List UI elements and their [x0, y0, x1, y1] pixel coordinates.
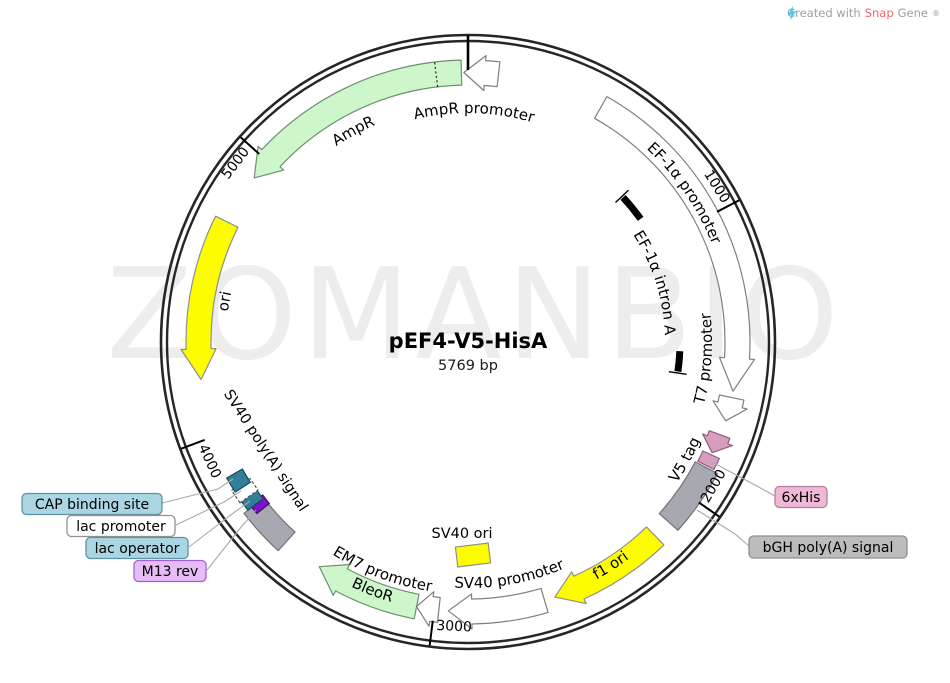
callout-lac-promoter: lac promoter [66, 490, 242, 538]
6xhis-leader-line [711, 461, 776, 497]
tick-mark [698, 501, 720, 518]
bgh-poly-a-signal-label-text: bGH poly(A) signal [763, 540, 894, 556]
feature-6xhis [697, 450, 721, 471]
ori-label: ori [214, 290, 235, 313]
feature-ef-1a-promoter: EF-1α promoter [594, 96, 756, 392]
feature-sv40-ori: SV40 ori [431, 526, 493, 568]
ef-1a-intron-a-label: EF-1α intron A [630, 227, 679, 336]
ampr-promoter-arrow [463, 55, 501, 92]
6xhis-label-box [774, 485, 828, 509]
lac-promoter-block [230, 477, 259, 504]
cap-binding-site-block [225, 468, 252, 493]
cap-binding-site-leader-line [161, 478, 234, 504]
lac-operator-label-box [85, 536, 189, 560]
feature-ef-1a-intron-a: EF-1α intron A [615, 189, 687, 375]
credit-registered-mark: ® [932, 8, 940, 18]
feature-m13-rev [249, 494, 271, 515]
callout-cap-binding-site: CAP binding site [21, 478, 234, 516]
ef-1a-promoter-arrow [594, 96, 756, 392]
callouts-layer: 6xHis bGH poly(A) signal CAP binding site l… [21, 461, 908, 583]
plasmid-title: pEF4-V5-HisA [389, 329, 548, 353]
plasmid-size-label: 5769 bp [438, 358, 498, 374]
tick-5000: 5000 [219, 136, 260, 182]
cap-binding-site-label-box [21, 492, 163, 516]
tick-mark [180, 439, 205, 450]
ef-1a-intron-a-bar [674, 351, 684, 372]
callout-bgh-poly-a-signal: bGH poly(A) signal [696, 509, 908, 559]
tick-label: 5000 [219, 144, 253, 182]
ampr-promoter-label: AmpR promoter [412, 99, 538, 126]
feature-ori: ori [180, 215, 239, 381]
em7-promoter-arrow [416, 591, 441, 627]
feature-lac-promoter [230, 477, 259, 504]
lac-operator-label-text: lac operator [95, 541, 180, 557]
sv40-ori-box [454, 542, 492, 568]
t7-promoter-arrow [712, 394, 748, 422]
bgh-poly-a-signal-block [658, 461, 719, 532]
v5-tag-arrow [702, 430, 733, 454]
lac-promoter-leader-line [175, 490, 242, 526]
ori-arrow [180, 215, 239, 381]
bgh-poly-a-signal-label-box [748, 535, 908, 559]
snapgene-logo-icon [788, 6, 797, 21]
t7-promoter-label: T7 promoter [690, 311, 716, 407]
bleor-arrow [318, 563, 420, 620]
credit-line: Created with Snap Gene ® [787, 6, 940, 21]
tick-mark [428, 620, 434, 646]
lac-operator-leader-line [188, 500, 251, 548]
lac-promoter-label-text: lac promoter [76, 519, 166, 535]
sv40-ori-label: SV40 ori [431, 526, 492, 542]
credit-brand-snap: Snap [864, 6, 894, 20]
tick-label: 3000 [436, 618, 472, 636]
tick-3000: 3000 [428, 618, 472, 646]
m13-rev-leader-line [206, 509, 257, 571]
credit-prefix: Created with [787, 6, 861, 20]
lac-promoter-label-box [66, 514, 176, 538]
m13-rev-label-text: M13 rev [142, 564, 199, 580]
m13-rev-label-box [133, 559, 207, 583]
feature-cap-binding-site [225, 468, 252, 493]
cap-binding-site-label-text: CAP binding site [35, 497, 149, 513]
ef-1a-intron-a-bar [620, 195, 644, 221]
callout-m13-rev: M13 rev [133, 509, 257, 583]
ef-1a-intron-a-end-tick [615, 189, 630, 204]
f1-ori-arrow [554, 526, 665, 605]
6xhis-block [697, 450, 721, 471]
ef-1a-intron-a-end-tick [668, 370, 687, 375]
m13-rev-block [249, 494, 271, 515]
sv40-promoter-arrow [447, 587, 549, 630]
feature-sv40-poly-a-signal: SV40 poly(A) signal [220, 387, 311, 552]
credit-brand-gene: Gene [897, 6, 928, 20]
callout-6xhis: 6xHis [711, 461, 828, 509]
tick-mark [239, 136, 260, 155]
6xhis-label-text: 6xHis [782, 490, 821, 506]
ampr-arrow [253, 59, 463, 179]
tick-mark [716, 199, 740, 213]
bgh-poly-a-signal-leader-line [696, 509, 750, 547]
tick-4000: 4000 [180, 439, 224, 481]
feature-bgh-poly-a-signal [658, 461, 719, 532]
callout-lac-operator: lac operator [85, 500, 251, 560]
